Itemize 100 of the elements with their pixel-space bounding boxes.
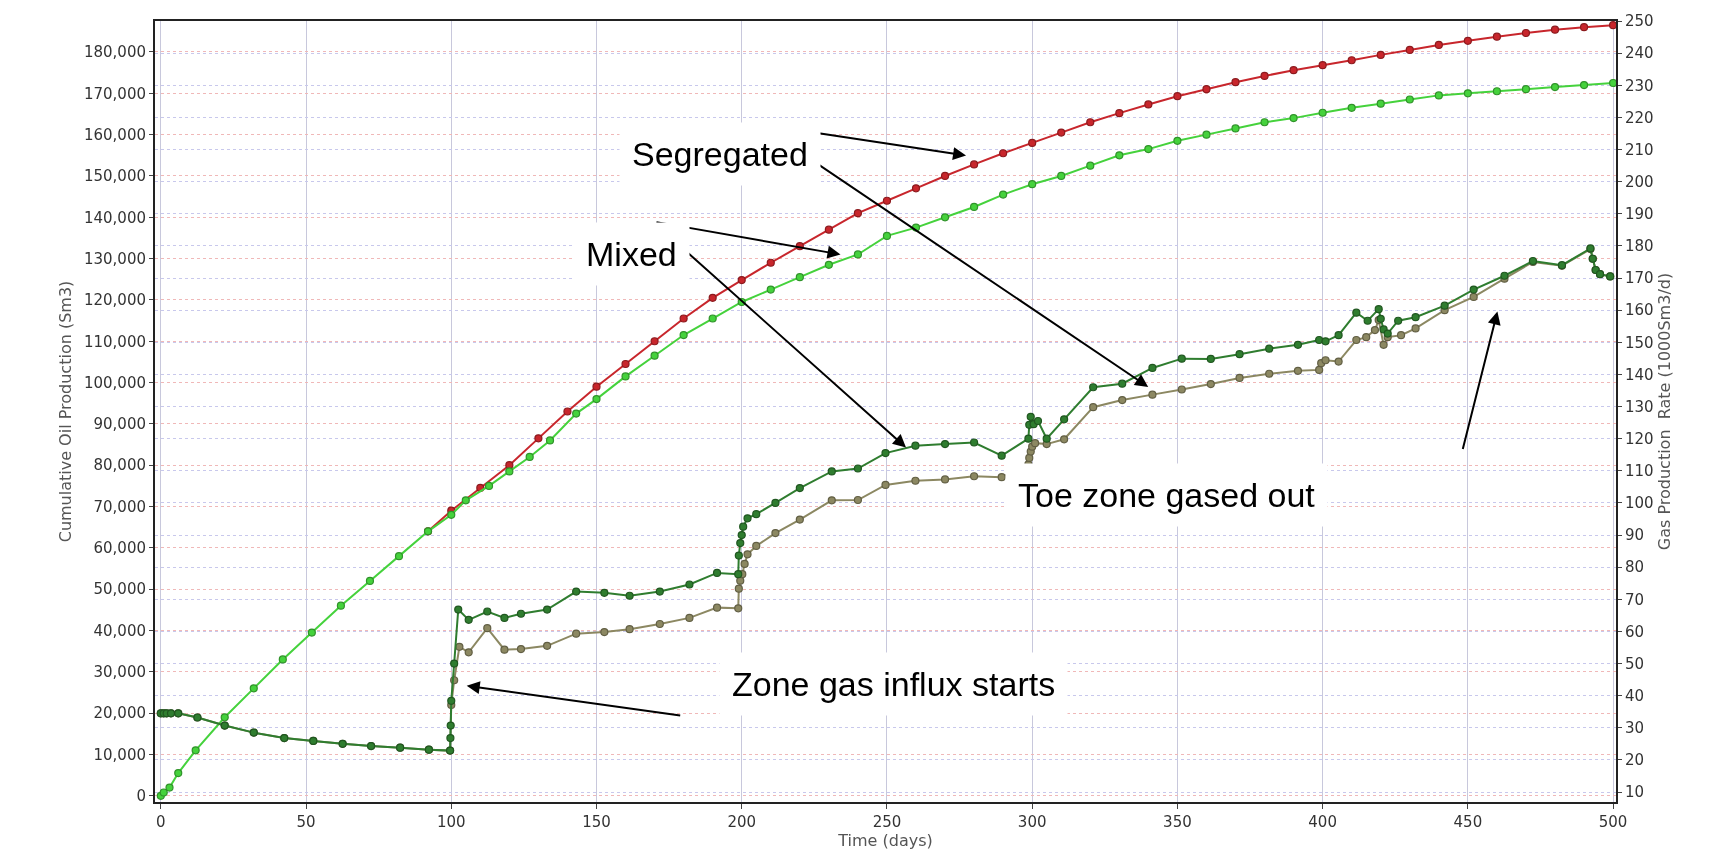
point — [1144, 145, 1153, 154]
point — [1550, 83, 1560, 92]
point — [1492, 87, 1502, 96]
x-tick-label: 250 — [872, 813, 902, 831]
point — [1028, 180, 1037, 189]
point — [572, 409, 581, 418]
x-tick-label: 350 — [1163, 813, 1192, 831]
point — [650, 351, 659, 360]
point — [1115, 151, 1124, 160]
point — [940, 171, 950, 181]
y2-tick-label: 230 — [1625, 76, 1654, 95]
point — [174, 768, 183, 778]
y2-tick-label: 180 — [1625, 237, 1654, 256]
point — [1202, 85, 1211, 94]
point — [165, 783, 174, 792]
point — [249, 684, 258, 693]
x-tick-label: 450 — [1453, 813, 1483, 831]
y2-tick-label: 240 — [1625, 44, 1654, 63]
point — [1289, 66, 1298, 75]
x-tick-label: 0 — [156, 813, 166, 831]
point — [679, 314, 688, 323]
point — [1376, 50, 1385, 59]
y2-tick-label: 50 — [1625, 654, 1645, 673]
point — [220, 713, 229, 722]
point — [1434, 91, 1443, 100]
y-tick-label: 40,000 — [93, 621, 146, 640]
y2-tick-label: 130 — [1625, 397, 1654, 416]
y-tick-label: 80,000 — [93, 456, 146, 475]
point — [534, 434, 543, 443]
point — [365, 576, 375, 586]
point — [1144, 100, 1153, 109]
point — [1609, 21, 1616, 30]
annotation: Toe zone gased out — [1018, 476, 1316, 514]
y2-tick-label: 30 — [1625, 719, 1645, 738]
point — [484, 481, 494, 490]
y-tick-label: 170,000 — [83, 84, 146, 103]
point — [1347, 103, 1356, 112]
point — [505, 467, 514, 476]
y-tick-label: 60,000 — [93, 539, 146, 558]
point — [1260, 71, 1269, 81]
annotation: Mixed — [586, 235, 677, 273]
point — [1347, 56, 1356, 65]
point — [1579, 80, 1589, 90]
point — [1202, 130, 1211, 139]
point — [1173, 92, 1182, 101]
y-tick-label: 10,000 — [93, 745, 146, 764]
annotation: Segregated — [632, 135, 808, 173]
point — [447, 510, 456, 519]
point — [1492, 32, 1502, 41]
point — [1318, 61, 1327, 70]
point — [1231, 78, 1240, 87]
point — [592, 395, 601, 404]
point — [882, 196, 892, 205]
y2-tick-label: 120 — [1625, 429, 1654, 448]
point — [1231, 124, 1240, 133]
point — [1115, 109, 1124, 118]
point — [278, 655, 287, 664]
point — [1405, 45, 1414, 55]
point — [766, 258, 775, 267]
point — [1579, 23, 1589, 32]
point — [1405, 95, 1414, 104]
point — [824, 225, 833, 234]
y2-tick-label: 90 — [1625, 526, 1645, 545]
point — [1086, 161, 1095, 170]
point — [1550, 25, 1560, 34]
point — [1463, 36, 1472, 45]
x-tick-label: 50 — [296, 813, 316, 831]
y2-tick-label: 140 — [1625, 365, 1654, 384]
y2-tick-label: 40 — [1625, 686, 1645, 705]
point — [650, 337, 659, 346]
y-tick-label: 100,000 — [83, 373, 146, 392]
y-tick-label: 120,000 — [83, 291, 146, 310]
y-tick-label: 140,000 — [83, 208, 146, 227]
point — [621, 372, 630, 381]
point — [1057, 128, 1066, 137]
x-tick-label: 300 — [1017, 813, 1047, 831]
point — [999, 149, 1008, 158]
point — [563, 407, 572, 416]
annotation: Zone gas influx starts — [732, 665, 1056, 703]
point — [1434, 40, 1443, 50]
point — [1521, 85, 1531, 94]
y2-tick-label: 70 — [1625, 590, 1645, 609]
y2-tick-label: 250 — [1625, 12, 1654, 31]
y2-tick-label: 200 — [1625, 172, 1654, 191]
y2-tick-label: 210 — [1625, 140, 1654, 159]
point — [1318, 108, 1327, 117]
y-tick-label: 150,000 — [83, 167, 146, 186]
point — [853, 250, 863, 259]
y2-axis-title: Gas Production Rate (1000Sm3/d) — [1654, 272, 1674, 551]
y-tick-label: 130,000 — [83, 249, 146, 268]
y-tick-label: 160,000 — [83, 125, 146, 144]
point — [679, 330, 688, 340]
point — [545, 436, 555, 445]
point — [336, 601, 345, 610]
point — [708, 314, 717, 323]
point — [882, 231, 892, 240]
point — [1376, 99, 1385, 108]
y2-tick-label: 10 — [1625, 783, 1645, 802]
point — [853, 209, 863, 218]
y2-tick-label: 190 — [1625, 205, 1654, 224]
